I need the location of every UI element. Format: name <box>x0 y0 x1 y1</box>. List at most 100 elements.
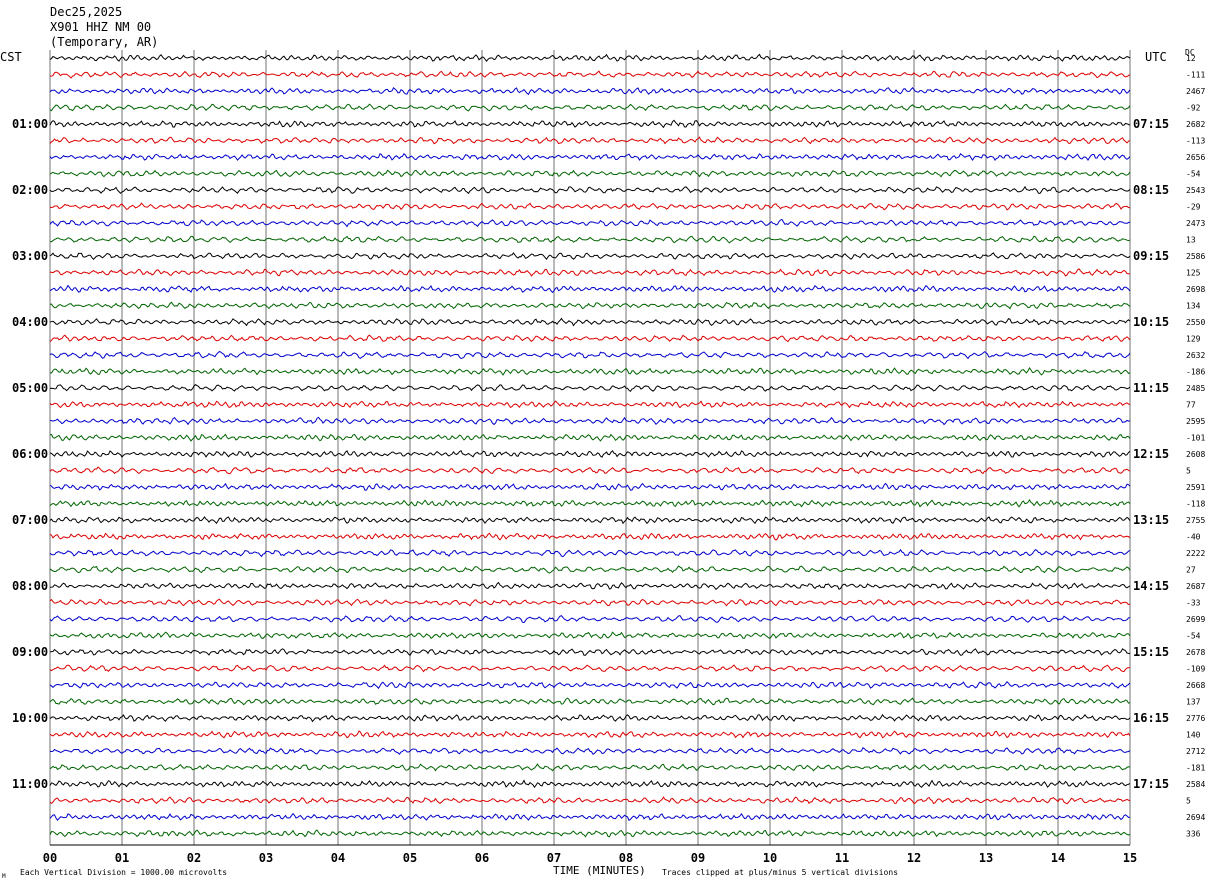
trace-line <box>49 235 1131 244</box>
left-hour-label: 10:00 <box>12 711 48 725</box>
trace-line <box>49 366 1131 376</box>
left-hour-label: 05:00 <box>12 381 48 395</box>
trace-line <box>49 697 1131 706</box>
right-timezone-label: UTC <box>1145 50 1167 64</box>
trace-group <box>49 53 1131 838</box>
x-tick-label: 11 <box>835 851 849 865</box>
trace-line <box>49 598 1131 607</box>
trace-line <box>49 779 1131 789</box>
right-hour-label: 16:15 <box>1133 711 1169 725</box>
trace-line <box>49 565 1131 574</box>
right-hour-label: 15:15 <box>1133 645 1169 659</box>
x-tick-label: 15 <box>1123 851 1137 865</box>
dc-offset-label: -33 <box>1186 599 1201 608</box>
trace-line <box>49 185 1131 195</box>
trace-line <box>49 218 1131 228</box>
x-tick-label: 13 <box>979 851 993 865</box>
x-tick-labels: 00 01 02 03 04 05 06 07 08 09 10 11 12 13 14 15 <box>43 851 1137 865</box>
dc-offset-label: 125 <box>1186 269 1201 278</box>
left-hour-label: 08:00 <box>12 579 48 593</box>
x-tick-label: 00 <box>43 851 57 865</box>
trace-line <box>49 747 1131 755</box>
dc-offset-label: 2543 <box>1186 186 1205 195</box>
dc-offset-label: 5 <box>1186 797 1191 806</box>
dc-offset-label: 13 <box>1186 236 1196 245</box>
dc-offset-label: 2473 <box>1186 219 1205 228</box>
dc-offset-label: 2687 <box>1186 582 1205 591</box>
x-tick-label: 03 <box>259 851 273 865</box>
trace-line <box>49 433 1131 442</box>
trace-line <box>49 796 1131 805</box>
x-tick-label: 14 <box>1051 851 1065 865</box>
trace-line <box>49 136 1131 145</box>
dc-offset-label: 2608 <box>1186 450 1205 459</box>
dc-offset-label: 129 <box>1186 335 1201 344</box>
dc-offset-label: -54 <box>1186 632 1201 641</box>
x-tick-label: 09 <box>691 851 705 865</box>
left-timezone-label: CST <box>0 50 22 64</box>
dc-offset-label: 2656 <box>1186 153 1205 162</box>
header-date: Dec25,2025 <box>50 5 122 19</box>
trace-line <box>49 829 1131 838</box>
dc-offset-label: 27 <box>1186 566 1196 575</box>
right-hour-label: 14:15 <box>1133 579 1169 593</box>
clip-note: Traces clipped at plus/minus 5 vertical … <box>662 868 898 877</box>
dc-offset-label: 137 <box>1186 698 1201 707</box>
dc-offset-label: 2712 <box>1186 747 1205 756</box>
x-tick-label: 10 <box>763 851 777 865</box>
x-axis-title: TIME (MINUTES) <box>553 864 646 877</box>
trace-line <box>49 202 1131 211</box>
dc-offset-label: 2776 <box>1186 714 1205 723</box>
dc-offset-label: 2467 <box>1186 87 1205 96</box>
dc-offset-label: -29 <box>1186 203 1201 212</box>
trace-line <box>49 53 1131 62</box>
dc-offset-label: 12 <box>1186 54 1196 63</box>
trace-line <box>49 350 1131 360</box>
trace-line <box>49 730 1131 739</box>
left-hour-label: 11:00 <box>12 777 48 791</box>
dc-offset-label: 2698 <box>1186 285 1205 294</box>
trace-line <box>49 268 1131 277</box>
trace-line <box>49 548 1131 558</box>
dc-offset-label: 2591 <box>1186 483 1205 492</box>
dc-offset-label: -40 <box>1186 533 1201 542</box>
dc-offset-label: 2755 <box>1186 516 1205 525</box>
right-hour-labels: 07:15 08:15 09:15 10:15 11:15 12:15 13:15 14:15… <box>1133 117 1169 791</box>
dc-offset-label: 336 <box>1186 830 1201 839</box>
trace-line <box>49 400 1131 409</box>
trace-line <box>49 664 1131 673</box>
trace-line <box>49 252 1131 261</box>
left-hour-label: 04:00 <box>12 315 48 329</box>
dc-offset-label: -92 <box>1186 104 1201 113</box>
dc-offset-label: 2584 <box>1186 780 1205 789</box>
dc-offset-label: 2485 <box>1186 384 1205 393</box>
trace-line <box>49 482 1131 491</box>
right-hour-label: 17:15 <box>1133 777 1169 791</box>
dc-offset-label: 2668 <box>1186 681 1205 690</box>
trace-line <box>49 119 1131 129</box>
dc-offset-label: 5 <box>1186 467 1191 476</box>
trace-line <box>49 763 1131 772</box>
left-hour-labels: 01:00 02:00 03:00 04:00 05:00 06:00 07:00 08:00… <box>12 117 48 791</box>
trace-line <box>49 713 1131 723</box>
x-tick-label: 04 <box>331 851 345 865</box>
trace-line <box>49 680 1131 690</box>
trace-line <box>49 516 1131 525</box>
trace-line <box>49 86 1131 96</box>
dc-offset-label: -118 <box>1186 500 1205 509</box>
dc-offset-label: -54 <box>1186 170 1201 179</box>
trace-line <box>49 103 1131 112</box>
dc-offset-label: 77 <box>1186 401 1196 410</box>
dc-offset-label: -186 <box>1186 368 1205 377</box>
dc-offset-label: 140 <box>1186 731 1201 740</box>
trace-line <box>49 648 1131 657</box>
trace-line <box>49 334 1131 343</box>
dc-offset-label: -181 <box>1186 764 1205 773</box>
x-tick-label: 12 <box>907 851 921 865</box>
right-hour-label: 10:15 <box>1133 315 1169 329</box>
left-hour-label: 03:00 <box>12 249 48 263</box>
dc-offset-label: 2632 <box>1186 351 1205 360</box>
dc-offset-label: 2550 <box>1186 318 1205 327</box>
dc-offset-label: 2694 <box>1186 813 1205 822</box>
